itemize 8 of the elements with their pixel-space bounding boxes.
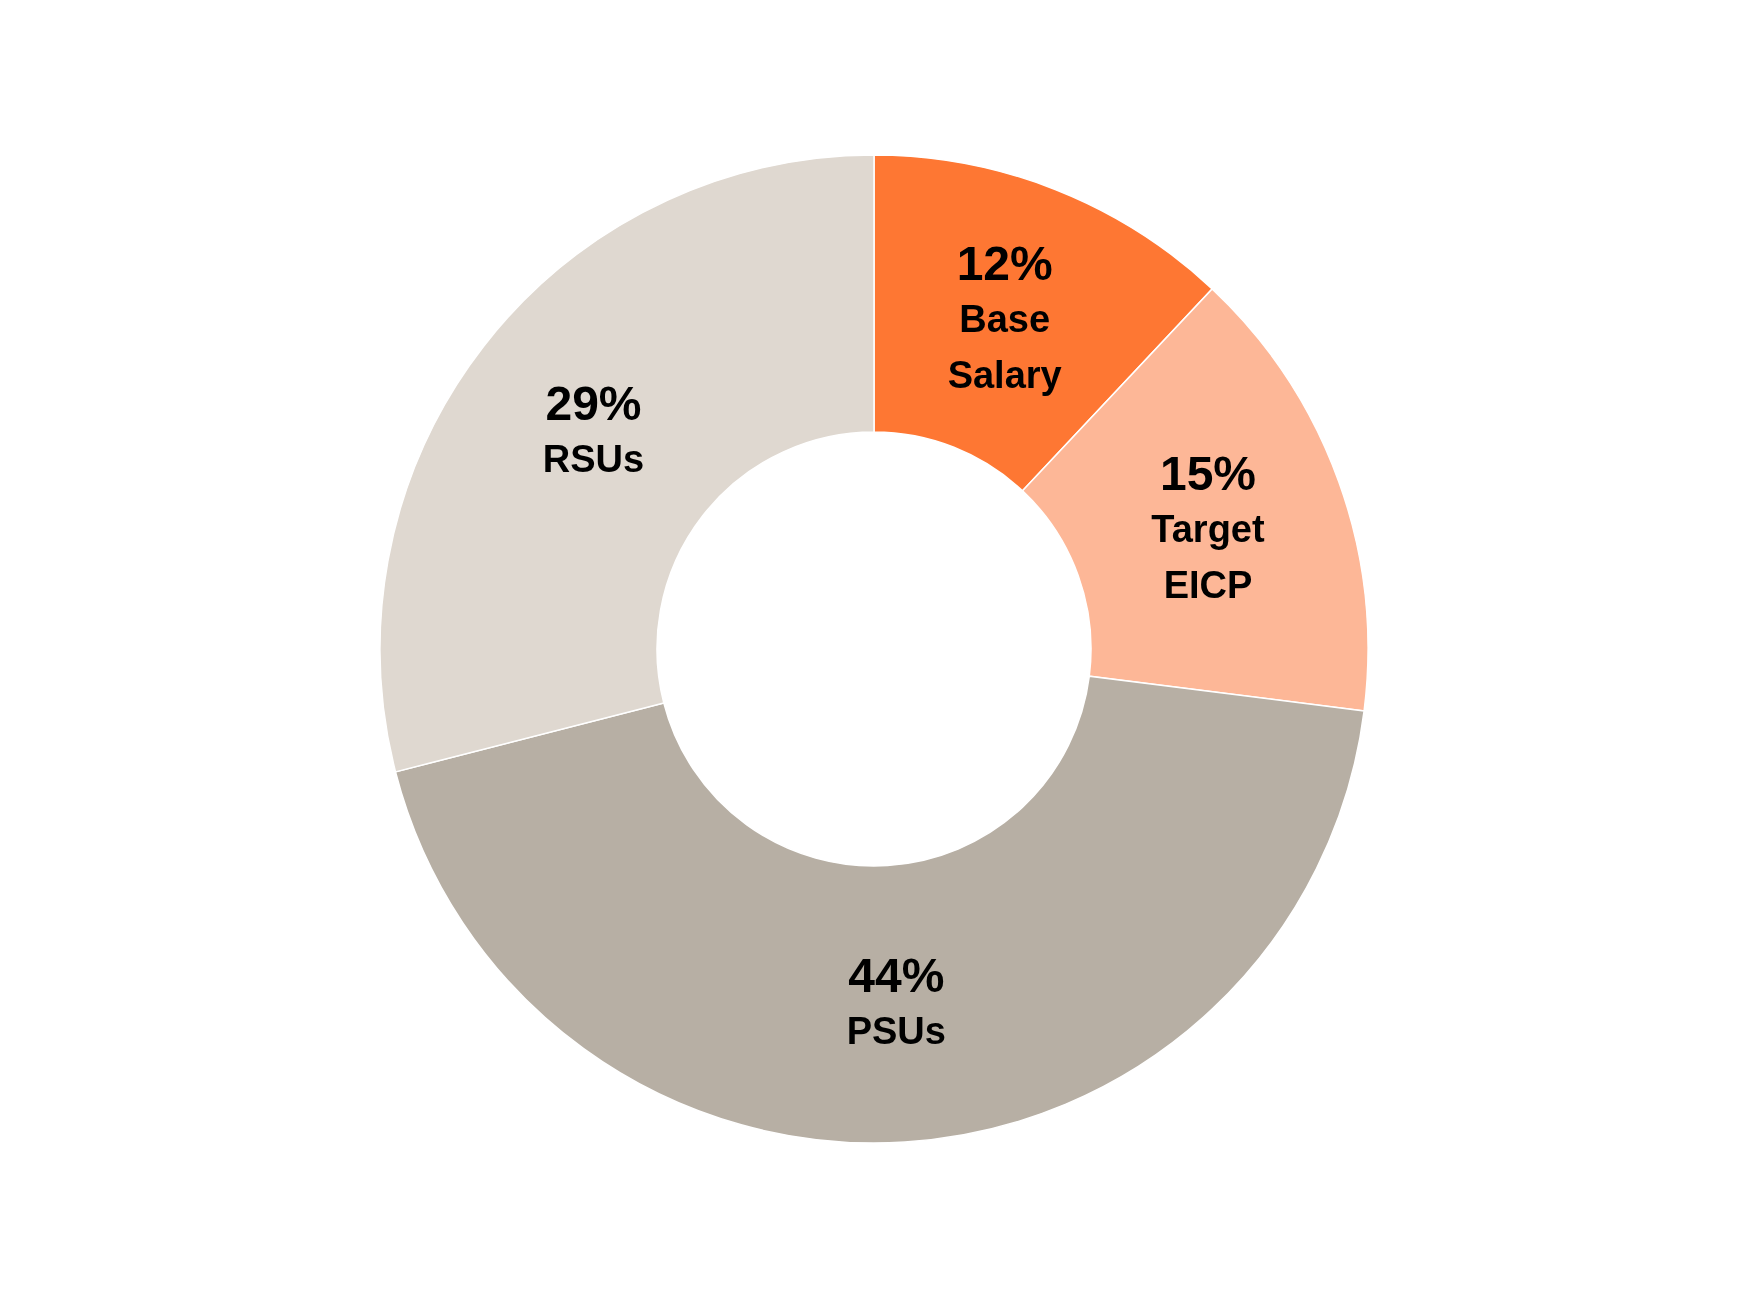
data-label: 15% [1159,446,1257,500]
slice-label: Base Salary [947,297,1062,396]
data-label: 44% [848,948,945,1002]
slice-label: RSUs [542,438,645,481]
slice-label: Target EICP [1151,507,1266,606]
data-label: 29% [545,376,642,430]
slice-label: PSUs [846,1010,946,1053]
data-label: 12% [956,236,1053,290]
